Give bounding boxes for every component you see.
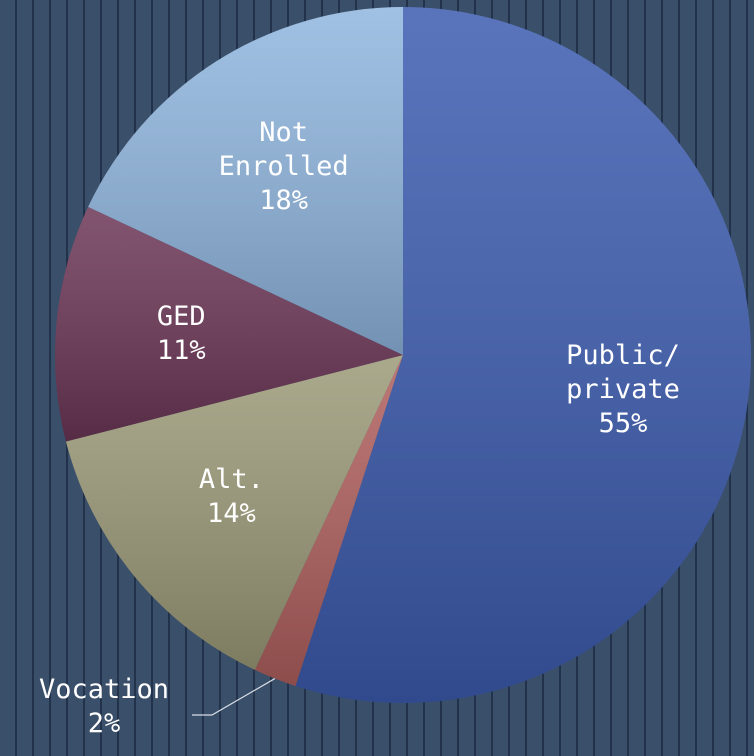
value-label: 2% <box>88 708 121 739</box>
category-line: Enrolled <box>219 150 349 181</box>
slice-label: Not Enrolled 18% <box>219 116 349 215</box>
value-label: 14% <box>207 497 256 528</box>
category-label: Vocation <box>39 674 169 705</box>
category-line: GED <box>157 301 206 332</box>
slice-shade <box>88 6 404 355</box>
slice-shade <box>55 206 404 442</box>
slice-label: Public/private 55% <box>566 339 680 438</box>
slice-shade <box>65 355 404 670</box>
value-label: 55% <box>599 407 648 438</box>
slice-shade <box>254 355 403 686</box>
slice-label: GED 11% <box>157 301 206 366</box>
category-line: Public/ <box>566 339 680 370</box>
slice-label: Alt. 14% <box>199 463 264 528</box>
category-label: GED <box>157 301 206 332</box>
category-line: Vocation <box>39 674 169 705</box>
category-line: Not <box>259 116 308 147</box>
value-label: 11% <box>157 335 206 366</box>
slice-label: Vocation 2% <box>39 674 169 739</box>
value-label: 18% <box>259 184 308 215</box>
category-label: Public/private <box>566 339 680 404</box>
category-line: private <box>566 373 680 404</box>
category-label: Alt. <box>199 463 264 494</box>
leader-line <box>192 678 276 716</box>
slice-shade <box>295 7 752 703</box>
category-line: Alt. <box>199 463 264 494</box>
category-label: Not Enrolled <box>219 116 349 181</box>
